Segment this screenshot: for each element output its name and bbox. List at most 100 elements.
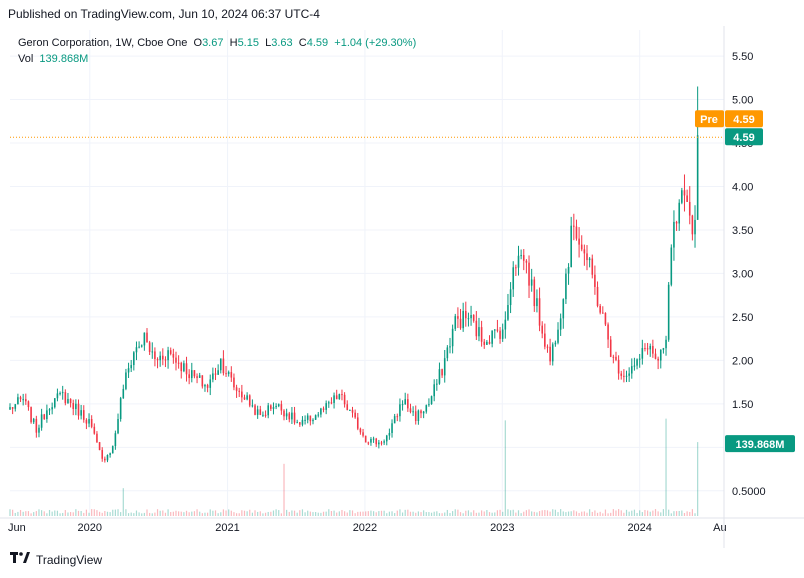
candle-body [370,438,372,443]
footer-brand-text: TradingView [36,553,103,567]
volume-bar [54,510,56,516]
candle-body [283,410,285,417]
candle-body [451,328,454,347]
candle-body [478,327,480,337]
candle-body [604,312,607,325]
candle-body [185,363,188,375]
candle-body [504,319,507,330]
volume-bar [315,512,317,516]
volume-bar [394,513,396,516]
volume-bar [75,509,77,516]
candle-body [544,333,546,347]
candle-body [515,267,517,269]
y-tick-label: 5.00 [732,95,753,107]
candle-body [654,353,657,359]
volume-bar [196,509,198,516]
volume-bar [380,510,383,516]
volume-bar [375,512,377,516]
candle-body [625,375,628,377]
candle-body [343,394,346,405]
volume-bar [457,509,459,516]
volume-bar [660,512,662,516]
volume-bar [610,512,612,516]
volume-bar [570,511,572,516]
candle-body [436,383,438,385]
x-tick-label: 2024 [627,522,651,534]
candle-body [314,415,317,420]
volume-bar [673,511,675,516]
candle-body [617,359,620,374]
candle-body [262,414,264,416]
volume-bar [178,511,180,516]
volume-bar [607,513,609,516]
volume-bar [143,512,145,516]
volume-bar [523,511,525,516]
candle-body [391,423,393,433]
candle-body [9,407,11,410]
candle-body [143,332,146,346]
candle-body [48,409,51,411]
candle-body [17,397,19,405]
candle-body [507,305,509,320]
candle-body [72,403,75,410]
candle-body [82,410,85,420]
volume-bar [694,513,696,516]
candle-body [162,355,164,360]
candle-body [11,407,14,409]
candle-body [428,404,430,406]
volume-bar [251,512,253,516]
candle-body [501,329,504,339]
candle-body [293,412,296,423]
volume-bar [180,511,182,516]
legend-volume-row: Vol 139.868M [18,51,416,67]
x-tick-label: 2023 [490,522,514,534]
volume-bar [25,511,27,516]
volume-bar [164,512,167,516]
candle-body [167,350,169,361]
volume-bar [383,510,385,516]
volume-bar [151,513,153,516]
volume-bar [459,512,462,516]
candle-body [362,432,364,436]
candle-body [420,410,422,414]
volume-bar [225,510,227,516]
volume-bar [309,511,311,516]
candle-body [111,446,114,454]
candle-body [575,226,578,239]
candle-body [546,346,549,348]
volume-bar [436,511,438,516]
volume-bar [697,442,699,516]
candle-body [659,349,662,361]
volume-bar [214,510,217,516]
footer-branding[interactable]: TradingView [10,551,102,569]
candle-body [196,376,198,378]
candle-body [251,405,254,407]
y-tick-label: 5.50 [732,51,753,63]
candle-body [122,388,125,399]
volume-bar [581,511,583,516]
volume-bar [330,511,333,516]
volume-bar [212,510,214,516]
candle-body [209,379,212,388]
volume-bar [662,509,665,516]
volume-bar [120,512,122,516]
candle-body [615,356,617,360]
candle-body [646,348,649,350]
volume-bar [96,510,98,516]
candle-body [140,345,143,347]
candle-body [204,384,206,387]
volume-bar [557,512,559,516]
candle-body [22,399,24,401]
volume-bar [133,513,135,516]
candle-body [467,318,470,320]
candle-body [372,438,375,440]
price-chart[interactable]: 0.50001.00001.502.002.503.003.504.004.50… [0,26,804,548]
volume-bar [359,511,362,516]
volume-bar [288,511,290,516]
candle-body [96,433,98,443]
volume-bar [686,511,688,516]
candle-body [335,395,338,400]
volume-bar [430,512,433,516]
candle-body [114,433,117,447]
y-tick-label: 3.50 [732,225,753,237]
